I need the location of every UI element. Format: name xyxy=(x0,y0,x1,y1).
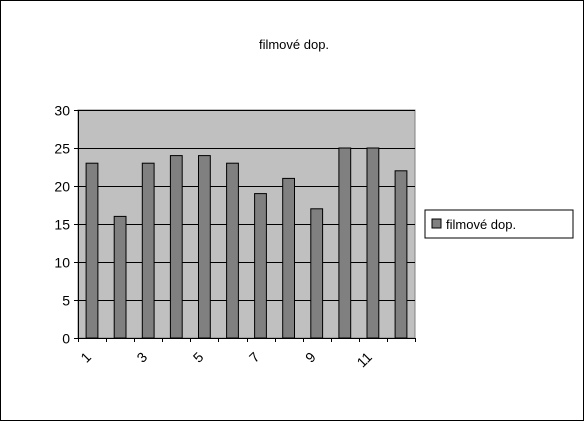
legend-swatch xyxy=(431,218,442,229)
bar xyxy=(310,208,324,339)
bar xyxy=(169,155,183,339)
y-tick-label: 20 xyxy=(54,179,70,195)
y-tick-label: 30 xyxy=(54,103,70,119)
bar xyxy=(282,177,296,339)
y-tick-label: 5 xyxy=(62,293,70,309)
bar xyxy=(141,162,155,339)
legend: filmové dop. xyxy=(424,209,574,239)
bar xyxy=(113,215,127,339)
bar xyxy=(254,193,267,339)
y-tick-label: 15 xyxy=(54,217,70,233)
legend-box xyxy=(424,209,574,239)
bar xyxy=(226,162,239,339)
y-tick-label: 25 xyxy=(54,141,70,157)
y-axis-ticks: 0 5 10 15 20 25 30 xyxy=(54,103,78,347)
bar xyxy=(85,162,99,339)
bar xyxy=(198,155,211,339)
chart-title: filmové dop. xyxy=(259,37,329,52)
bar xyxy=(338,147,352,339)
gridlines xyxy=(78,110,415,301)
y-tick-label: 10 xyxy=(54,255,70,271)
bar xyxy=(394,170,408,339)
legend-label: filmové dop. xyxy=(446,217,516,232)
bar xyxy=(366,147,380,339)
y-tick-label: 0 xyxy=(62,331,70,347)
